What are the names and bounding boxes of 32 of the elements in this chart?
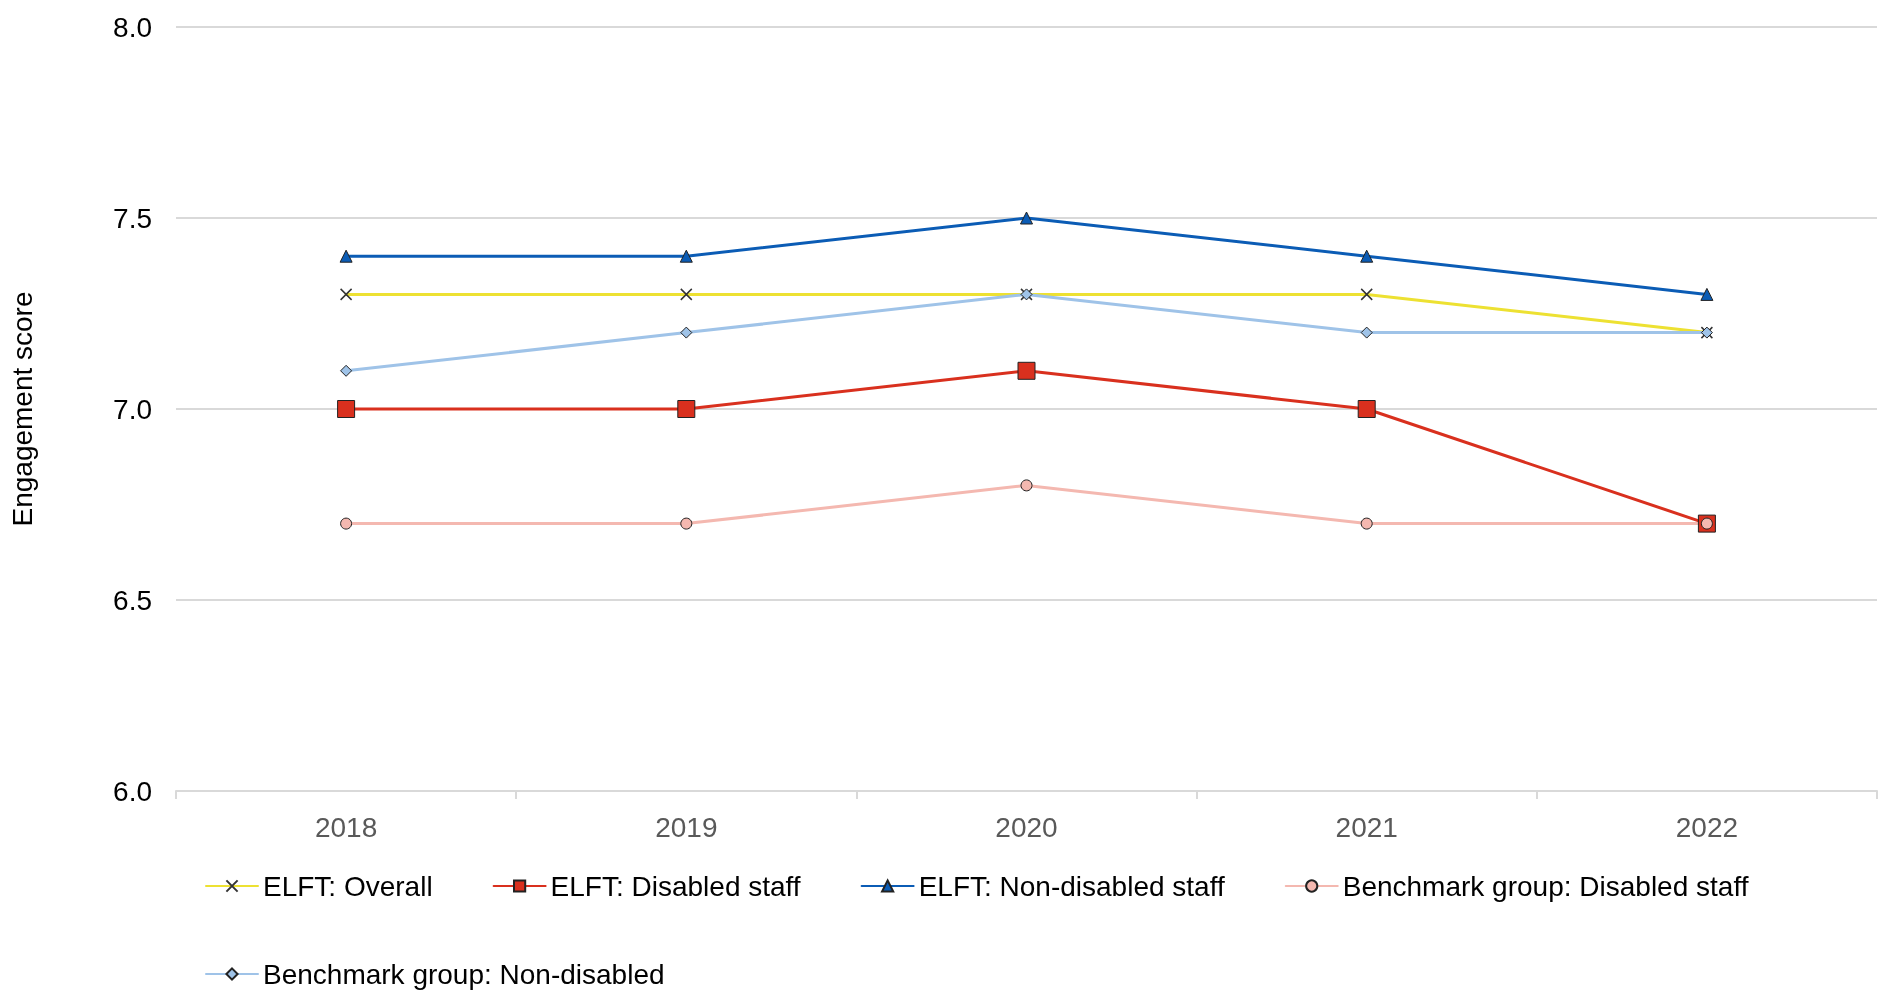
y-tick-label: 6.0 — [113, 775, 152, 807]
point — [1357, 400, 1376, 418]
point — [1360, 249, 1374, 263]
y-tick-label: 7.5 — [113, 202, 152, 234]
point — [1360, 326, 1373, 339]
point — [680, 326, 693, 339]
point — [340, 517, 353, 530]
legend-label: Benchmark group: Disabled staff — [1342, 870, 1749, 902]
x-tick-label: 2022 — [1675, 811, 1739, 843]
y-tick-label: 7.0 — [113, 393, 152, 425]
point — [1020, 479, 1033, 492]
point — [677, 400, 696, 418]
y-tick-label: 8.0 — [113, 11, 152, 43]
y-tick-label: 6.5 — [113, 584, 152, 616]
point — [340, 364, 353, 377]
legend-label: ELFT: Non-disabled staff — [918, 870, 1225, 902]
legend-label: ELFT: Overall — [263, 870, 433, 902]
legend-label: ELFT: Disabled staff — [550, 870, 801, 902]
x-tick-label: 2021 — [1335, 811, 1398, 843]
point — [1017, 361, 1036, 380]
point — [339, 249, 353, 263]
legend-label: Benchmark group: Non-disabled — [263, 958, 665, 990]
point — [680, 517, 693, 530]
x-tick-label: 2020 — [995, 811, 1058, 843]
point — [1020, 211, 1033, 225]
point — [679, 249, 693, 263]
y-axis-title: Engagement score — [6, 291, 38, 527]
point — [1700, 287, 1714, 301]
x-tick-label: 2018 — [314, 811, 378, 843]
point — [1360, 517, 1373, 530]
point — [337, 400, 356, 418]
x-tick-label: 2019 — [655, 811, 718, 843]
